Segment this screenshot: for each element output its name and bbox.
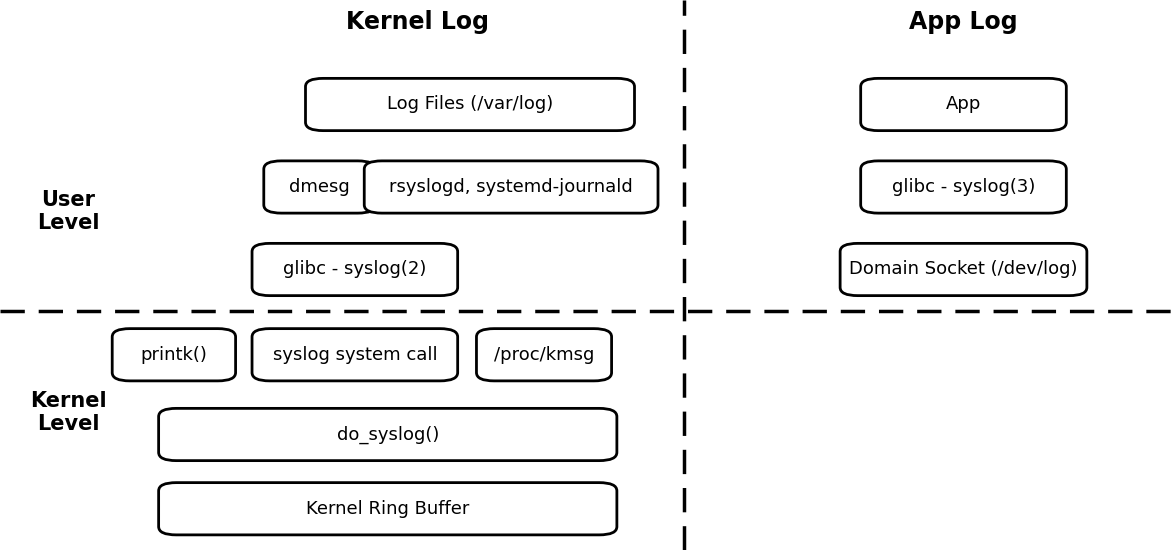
Text: Domain Socket (/dev/log): Domain Socket (/dev/log) (850, 261, 1077, 278)
Text: syslog system call: syslog system call (273, 346, 437, 364)
FancyBboxPatch shape (306, 78, 634, 130)
FancyBboxPatch shape (251, 243, 457, 296)
FancyBboxPatch shape (860, 78, 1067, 130)
FancyBboxPatch shape (364, 161, 658, 213)
Text: glibc - syslog(2): glibc - syslog(2) (283, 261, 427, 278)
Text: App Log: App Log (909, 10, 1018, 34)
Text: printk(): printk() (141, 346, 207, 364)
Text: Kernel Ring Buffer: Kernel Ring Buffer (306, 500, 470, 518)
Text: App: App (946, 96, 981, 113)
FancyBboxPatch shape (113, 329, 235, 381)
Text: dmesg: dmesg (289, 178, 350, 196)
Text: Kernel
Level: Kernel Level (29, 391, 107, 434)
FancyBboxPatch shape (860, 161, 1067, 213)
FancyBboxPatch shape (263, 161, 376, 213)
Text: /proc/kmsg: /proc/kmsg (494, 346, 595, 364)
FancyBboxPatch shape (251, 329, 457, 381)
Text: do_syslog(): do_syslog() (336, 425, 439, 444)
FancyBboxPatch shape (159, 483, 617, 535)
Text: rsyslogd, systemd-journald: rsyslogd, systemd-journald (389, 178, 633, 196)
FancyBboxPatch shape (840, 243, 1087, 296)
Text: Kernel Log: Kernel Log (345, 10, 489, 34)
FancyBboxPatch shape (477, 329, 612, 381)
Text: User
Level: User Level (36, 190, 100, 233)
Text: Log Files (/var/log): Log Files (/var/log) (387, 96, 553, 113)
FancyBboxPatch shape (159, 408, 617, 461)
Text: glibc - syslog(3): glibc - syslog(3) (892, 178, 1035, 196)
